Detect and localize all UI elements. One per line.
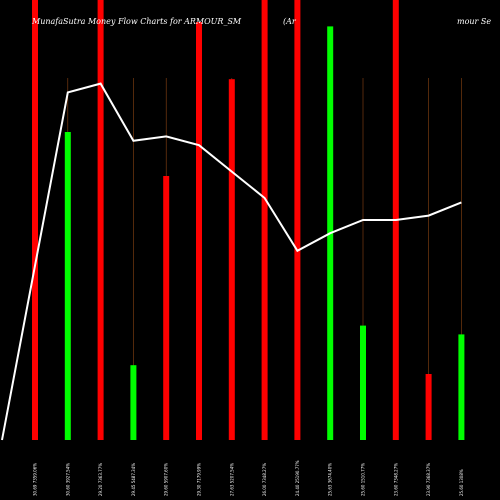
x-tick-label: 23.90 7368.37%	[426, 463, 431, 496]
x-tick-label: 25.63 3674.40%	[328, 463, 333, 496]
money-flow-bar	[261, 0, 268, 440]
x-tick-label: 27.63 5207.54%	[229, 463, 234, 496]
x-tick-label: 30.60 3927.54%	[65, 463, 70, 496]
chart-title-mid: (Ar	[283, 17, 297, 26]
x-tick-label: 25.60 1308%	[459, 469, 464, 496]
money-flow-bar	[458, 334, 465, 440]
money-flow-bar	[294, 0, 301, 440]
money-flow-bar	[196, 22, 202, 440]
money-flow-bar	[163, 176, 170, 440]
x-tick-label: 29.30 7179.99%	[197, 463, 202, 496]
money-flow-bar	[32, 0, 38, 440]
x-tick-label: 24.40 25190.77%	[295, 460, 300, 496]
x-tick-labels: 30.69 7359.06% 30.60 3927.54% 29.20 7363.7…	[33, 460, 464, 496]
x-tick-label: 23.60 7348.27%	[393, 463, 398, 496]
money-flow-bar	[228, 79, 235, 440]
x-tick-label: 29.60 5907.60%	[164, 463, 169, 496]
money-flow-bar	[425, 374, 432, 440]
x-tick-label: 25.60 1510.77%	[361, 463, 366, 496]
money-flow-bar	[97, 0, 104, 440]
money-flow-line	[1, 82, 462, 441]
x-tick-label: 29.45 5487.34%	[131, 463, 136, 496]
money-flow-bar	[360, 325, 366, 440]
money-flow-bar	[130, 365, 137, 440]
chart-title-right: mour Se	[457, 17, 491, 26]
x-tick-label: 30.69 7359.06%	[33, 463, 38, 496]
x-tick-label: 26.00 7348.27%	[262, 463, 267, 496]
money-flow-bar	[64, 132, 71, 440]
x-tick-label: 29.20 7363.77%	[98, 463, 103, 496]
chart-title-left: MunafaSutra Money Flow Charts for ARMOUR…	[31, 17, 242, 26]
